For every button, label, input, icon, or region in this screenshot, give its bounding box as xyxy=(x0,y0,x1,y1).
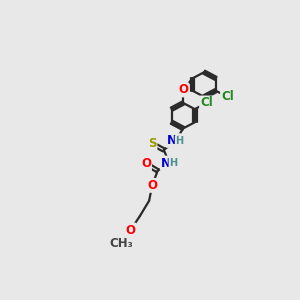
Text: Cl: Cl xyxy=(200,97,213,110)
Text: H: H xyxy=(169,158,177,168)
Text: H: H xyxy=(164,157,174,169)
Text: H: H xyxy=(175,136,183,146)
Text: O: O xyxy=(125,224,136,236)
Text: O: O xyxy=(141,157,151,170)
Text: O: O xyxy=(178,83,188,96)
Text: N: N xyxy=(160,157,170,169)
Text: Cl: Cl xyxy=(221,90,234,103)
Text: H: H xyxy=(170,134,180,147)
Text: S: S xyxy=(148,137,157,150)
Text: O: O xyxy=(147,179,157,192)
Text: CH₃: CH₃ xyxy=(109,237,133,250)
Text: N: N xyxy=(167,134,177,147)
